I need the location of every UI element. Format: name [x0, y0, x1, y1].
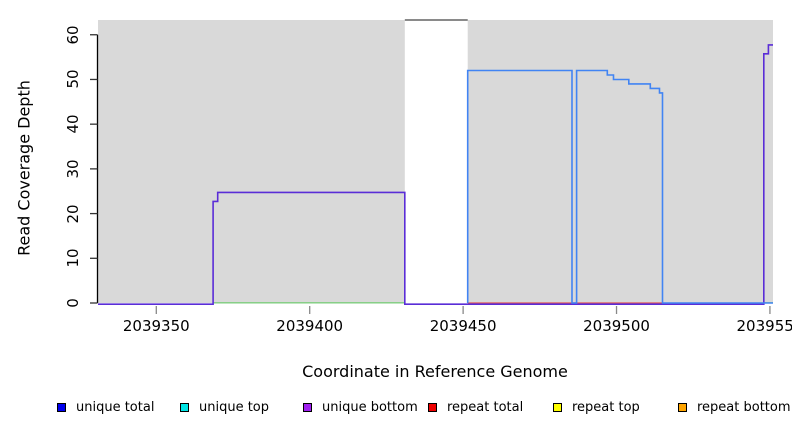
legend-label: repeat total: [447, 400, 524, 415]
legend-swatch-icon: [428, 403, 437, 412]
y-tick-label: 40: [64, 114, 82, 134]
y-tick-label: 50: [64, 69, 82, 89]
x-axis-title: Coordinate in Reference Genome: [302, 362, 568, 381]
legend-swatch-icon: [553, 403, 562, 412]
y-tick-label: 0: [64, 298, 82, 308]
y-tick-label: 10: [64, 248, 82, 268]
legend-swatch-icon: [180, 403, 189, 412]
coverage-line-unique-bottom: [98, 44, 773, 306]
x-tick-label: 2039500: [583, 317, 650, 335]
legend-label: repeat bottom: [697, 400, 791, 415]
legend-label: unique total: [76, 400, 155, 415]
legend-swatch-icon: [678, 403, 687, 412]
x-tick-label: 2039350: [122, 317, 190, 335]
legend-label: unique bottom: [322, 400, 418, 415]
y-tick-label: 20: [64, 204, 82, 224]
gray-band-right: [467, 20, 773, 303]
gray-band-left: [98, 20, 405, 303]
legend-swatch-icon: [303, 403, 312, 412]
y-axis-title: Read Coverage Depth: [14, 80, 34, 256]
y-tick-label: 30: [64, 159, 82, 179]
legend-label: unique top: [199, 400, 270, 415]
x-tick-label: 2039450: [429, 317, 497, 335]
coverage-line-unique-total: [466, 69, 773, 304]
legend-label: repeat top: [572, 400, 640, 415]
legend-swatch-icon: [57, 403, 66, 412]
x-tick-label: 2039400: [276, 317, 344, 335]
y-tick-label: 60: [64, 25, 82, 45]
